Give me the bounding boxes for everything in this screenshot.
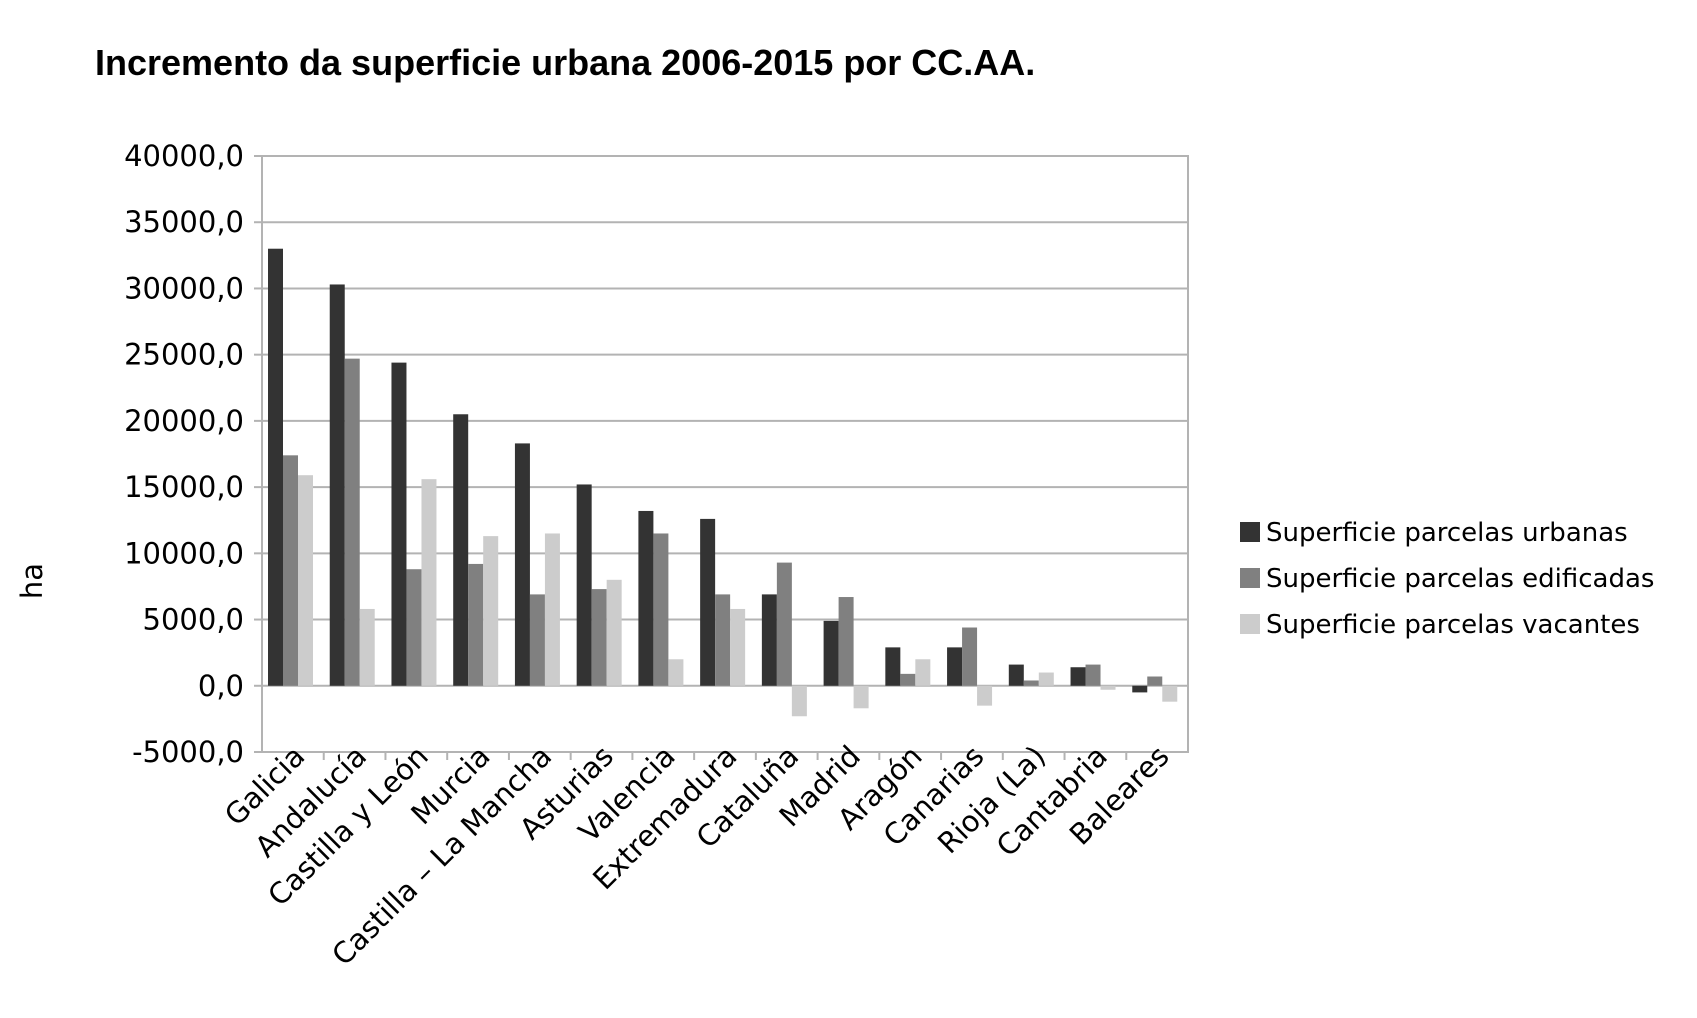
- bar: [947, 647, 963, 686]
- bar: [977, 685, 993, 706]
- bar: [359, 608, 375, 686]
- bar: [591, 589, 607, 686]
- bar: [344, 358, 360, 686]
- bar: [823, 620, 839, 686]
- bar: [1162, 685, 1178, 702]
- bar: [1023, 680, 1039, 686]
- bar: [529, 594, 545, 686]
- bar: [606, 579, 622, 686]
- bar: [962, 627, 978, 686]
- bar: [453, 414, 469, 686]
- bar: [653, 533, 669, 686]
- y-tick-label: 0,0: [198, 669, 244, 703]
- bar: [730, 608, 746, 686]
- bar: [391, 362, 407, 686]
- y-tick-label: 5000,0: [143, 603, 244, 637]
- legend-label: Superficie parcelas edificadas: [1266, 564, 1654, 594]
- y-tick-label: 20000,0: [124, 404, 244, 438]
- bar: [715, 594, 731, 686]
- bar: [1132, 685, 1148, 693]
- legend: Superficie parcelas urbanas Superficie pa…: [1240, 518, 1654, 640]
- plot-frame: [261, 155, 1189, 753]
- y-tick-label: 25000,0: [124, 338, 244, 372]
- bar: [885, 647, 901, 686]
- chart-title: Incremento da superficie urbana 2006-201…: [95, 42, 1035, 83]
- bar: [329, 284, 345, 686]
- bar: [406, 569, 422, 686]
- y-axis-ticks: 40000,0 35000,0 30000,0 25000,0 20000,0 15000…: [124, 139, 262, 769]
- bar: [700, 518, 716, 686]
- bar: [514, 443, 530, 686]
- y-tick-label: 10000,0: [124, 536, 244, 570]
- y-axis-label: ha: [15, 563, 49, 599]
- legend-swatch: [1240, 614, 1260, 634]
- bar: [468, 563, 484, 686]
- bar: [576, 484, 592, 686]
- y-tick-label: -5000,0: [132, 735, 244, 769]
- bar: [853, 685, 869, 709]
- y-tick-label: 35000,0: [124, 205, 244, 239]
- bar: [1100, 685, 1116, 690]
- bars: [268, 248, 1178, 717]
- legend-label: Superficie parcelas vacantes: [1266, 610, 1640, 640]
- bar: [776, 562, 792, 686]
- bar: [838, 597, 854, 686]
- bar: [1070, 667, 1086, 686]
- legend-label: Superficie parcelas urbanas: [1266, 518, 1628, 548]
- bar: [421, 479, 437, 686]
- bar: [283, 455, 298, 686]
- bar: [544, 533, 560, 686]
- bar: [483, 536, 499, 686]
- bar: [1038, 672, 1054, 686]
- bar: [1085, 664, 1101, 686]
- bar: [900, 673, 916, 686]
- bar: [668, 659, 684, 686]
- bar: [915, 659, 931, 686]
- bar: [638, 510, 654, 686]
- bar: [1008, 664, 1024, 686]
- y-tick-label: 15000,0: [124, 470, 244, 504]
- y-tick-label: 30000,0: [124, 271, 244, 305]
- bar: [268, 248, 283, 686]
- bar: [791, 685, 807, 717]
- bar: [1147, 676, 1163, 686]
- legend-swatch: [1240, 568, 1260, 588]
- bar: [761, 594, 777, 686]
- y-tick-label: 40000,0: [124, 139, 244, 173]
- bar: [298, 475, 313, 686]
- legend-swatch: [1240, 522, 1260, 542]
